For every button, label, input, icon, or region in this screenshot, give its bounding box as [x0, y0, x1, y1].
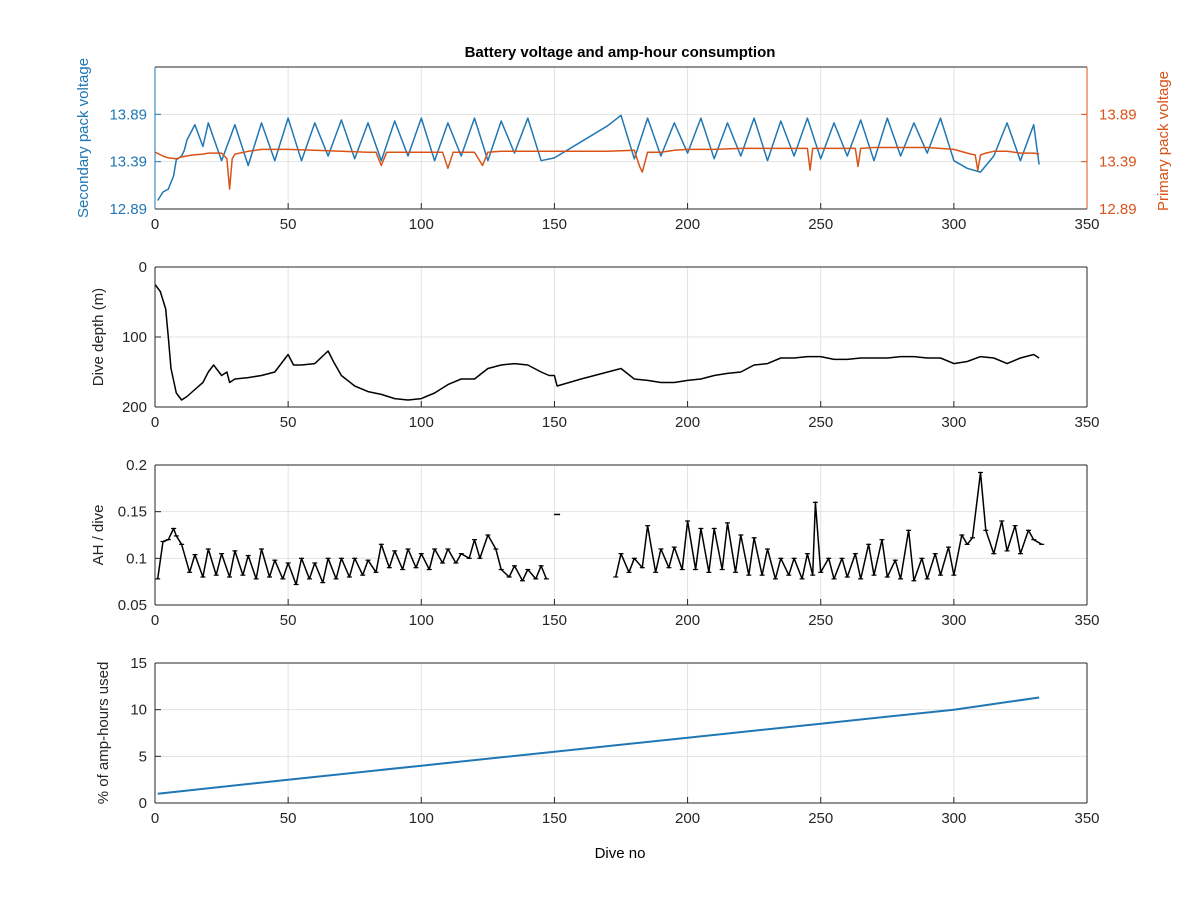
x-tick-label: 50 — [280, 810, 297, 827]
x-tick-label: 250 — [808, 414, 833, 431]
x-tick-label: 350 — [1074, 414, 1099, 431]
y-axis-label: Secondary pack voltage — [75, 58, 92, 218]
y-tick-label: 13.89 — [109, 106, 147, 123]
x-tick-label: 250 — [808, 216, 833, 233]
plot-area — [155, 465, 1087, 605]
plot-area — [155, 67, 1087, 209]
series-line-1 — [157, 114, 1040, 201]
y-axis-label: % of amp-hours used — [95, 662, 112, 805]
x-tick-label: 350 — [1074, 810, 1099, 827]
x-tick-label: 100 — [409, 810, 434, 827]
y-tick-label: 0.15 — [118, 504, 147, 521]
x-tick-label: 0 — [151, 612, 159, 629]
y-tick-label: 15 — [130, 655, 147, 672]
y-tick-label: 0.2 — [126, 457, 147, 474]
y-tick-label: 0.05 — [118, 597, 147, 614]
series-line-1 — [155, 284, 1040, 401]
x-tick-label: 200 — [675, 810, 700, 827]
x-tick-label: 0 — [151, 810, 159, 827]
subplot-2: 0 50 100 150 200 250 300 350 0 100 200 Dive depth (… — [90, 259, 1100, 431]
y-tick-label: 5 — [139, 748, 147, 765]
x-tick-label: 100 — [409, 612, 434, 629]
x-tick-label: 200 — [675, 612, 700, 629]
y-right-tick-label: 13.39 — [1099, 154, 1137, 171]
x-tick-label: 200 — [675, 414, 700, 431]
x-tick-label: 350 — [1074, 612, 1099, 629]
x-tick-label: 300 — [941, 216, 966, 233]
data-layer — [155, 114, 1040, 201]
x-tick-label: 350 — [1074, 216, 1099, 233]
subplot-4: 0 50 100 150 200 250 300 350 0 5 10 15 % of amp-hour… — [95, 655, 1100, 827]
x-axis-label: Dive no — [595, 845, 646, 862]
y-tick-label: 13.39 — [109, 154, 147, 171]
x-tick-label: 150 — [542, 216, 567, 233]
y-tick-label: 0 — [139, 795, 147, 812]
x-tick-label: 250 — [808, 612, 833, 629]
series-line-2 — [155, 146, 1040, 190]
figure-title: Battery voltage and amp-hour consumption — [465, 44, 776, 61]
y-axis-label-right: Primary pack voltage — [1155, 71, 1172, 211]
x-tick-label: 150 — [542, 810, 567, 827]
y-tick-label: 12.89 — [109, 201, 147, 218]
series-line-3 — [614, 471, 1043, 582]
x-tick-label: 200 — [675, 216, 700, 233]
x-tick-label: 150 — [542, 612, 567, 629]
plot-area — [155, 663, 1087, 803]
data-layer — [157, 696, 1040, 795]
y-right-tick-label: 12.89 — [1099, 201, 1137, 218]
x-tick-label: 100 — [409, 414, 434, 431]
x-tick-label: 50 — [280, 414, 297, 431]
y-tick-label: 200 — [122, 399, 147, 416]
x-tick-label: 300 — [941, 810, 966, 827]
series-line-1 — [157, 696, 1040, 795]
data-layer — [155, 284, 1040, 401]
subplots: 0 50 100 150 200 250 300 35012.8913.3913.8912.8… — [75, 58, 1172, 827]
y-tick-label: 0 — [139, 259, 147, 276]
data-layer — [155, 471, 1045, 586]
y-axis-label: AH / dive — [90, 505, 107, 566]
x-tick-label: 0 — [151, 216, 159, 233]
y-tick-label: 100 — [122, 329, 147, 346]
x-tick-label: 300 — [941, 612, 966, 629]
x-tick-label: 0 — [151, 414, 159, 431]
x-tick-label: 250 — [808, 810, 833, 827]
x-tick-label: 150 — [542, 414, 567, 431]
x-tick-label: 50 — [280, 216, 297, 233]
y-axis-label: Dive depth (m) — [90, 288, 107, 386]
x-tick-label: 300 — [941, 414, 966, 431]
x-tick-label: 100 — [409, 216, 434, 233]
y-tick-label: 10 — [130, 702, 147, 719]
subplot-1: 0 50 100 150 200 250 300 35012.8913.3913.8912.8… — [75, 58, 1172, 233]
y-tick-label: 0.1 — [126, 550, 147, 567]
y-right-tick-label: 13.89 — [1099, 106, 1137, 123]
subplot-3: 0 50 100 150 200 250 300 350 0.05 0.1 0.15 0.2 AH / … — [90, 457, 1100, 629]
x-tick-label: 50 — [280, 612, 297, 629]
